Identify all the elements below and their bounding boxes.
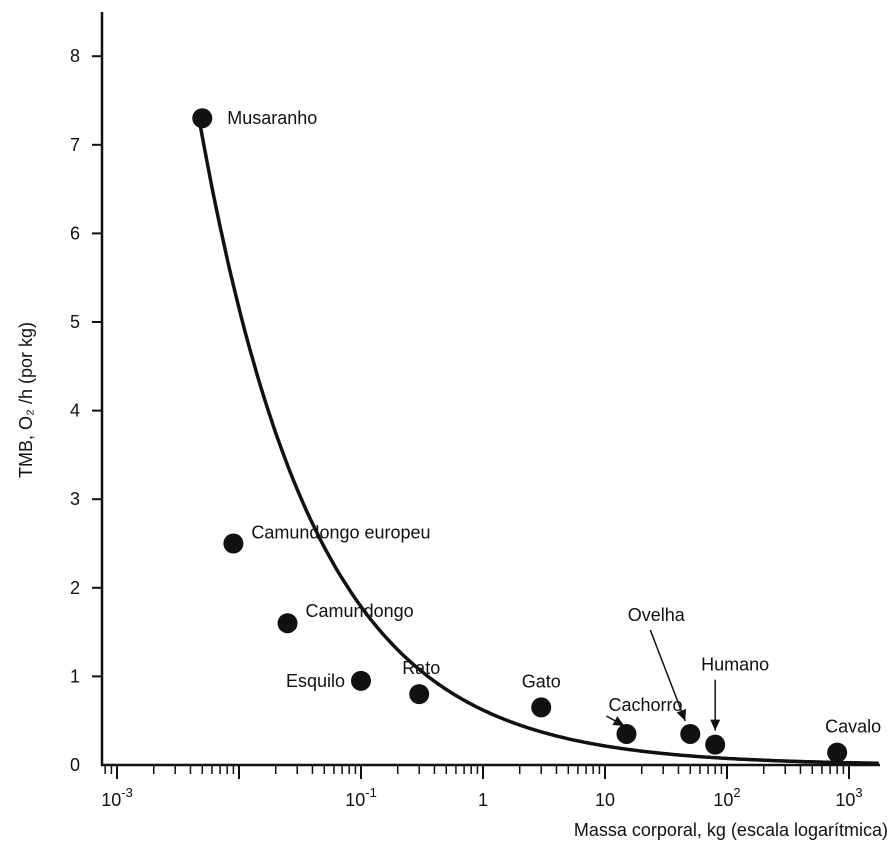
y-tick-label: 8 xyxy=(70,46,80,66)
pointer-arrow-head xyxy=(676,708,686,721)
data-point xyxy=(351,670,371,691)
y-tick-label: 2 xyxy=(70,578,80,598)
points-layer xyxy=(192,108,848,763)
y-tick-label: 0 xyxy=(70,755,80,775)
y-axis-title: TMB, O₂ /h (por kg) xyxy=(16,322,36,478)
data-point xyxy=(409,684,430,705)
y-tick-label: 7 xyxy=(70,135,80,155)
point-label: Gato xyxy=(522,671,561,691)
x-tick-label-base: 1 xyxy=(478,790,488,810)
curve-layer xyxy=(198,124,879,765)
y-tick-label: 4 xyxy=(70,401,80,421)
x-tick-label-exponent: 2 xyxy=(733,785,740,800)
x-tick-label: 10-3 xyxy=(101,785,133,810)
y-tick-label: 3 xyxy=(70,489,80,509)
point-label: Rato xyxy=(402,658,440,678)
data-point xyxy=(277,613,298,634)
data-point xyxy=(827,742,848,763)
x-tick-label: 10-1 xyxy=(345,785,377,810)
data-point xyxy=(223,533,244,554)
labels-layer: Musaranho Camundongo europeu Camundongo Esq… xyxy=(227,108,881,736)
x-tick-label: 103 xyxy=(835,785,862,810)
data-point xyxy=(616,723,637,744)
pointer-arrow-head xyxy=(612,716,625,726)
x-tick-label: 10 xyxy=(595,790,615,810)
point-label: Camundongo europeu xyxy=(251,523,430,543)
x-tick-label-exponent: -1 xyxy=(365,785,377,800)
x-tick-label-base: 10 xyxy=(713,790,733,810)
fit-curve xyxy=(198,124,879,765)
y-tick-label: 1 xyxy=(70,666,80,686)
x-axis-title: Massa corporal, kg (escala logarítmica) xyxy=(574,820,888,840)
data-point xyxy=(531,697,552,718)
x-tick-label: 1 xyxy=(478,790,488,810)
data-point xyxy=(680,723,701,744)
y-tick-label: 6 xyxy=(70,223,80,243)
point-label: Humano xyxy=(701,655,769,675)
x-tick-label-base: 10 xyxy=(345,790,365,810)
point-label: Cavalo xyxy=(825,717,881,737)
point-label: Cachorro xyxy=(608,695,682,715)
x-tick-label-exponent: 3 xyxy=(855,785,862,800)
x-tick-label-exponent: -3 xyxy=(121,785,133,800)
x-tick-label-base: 10 xyxy=(595,790,615,810)
data-point xyxy=(705,734,726,755)
point-label: Camundongo xyxy=(306,601,414,621)
pointer-arrow-line xyxy=(649,629,686,722)
x-tick-label-base: 10 xyxy=(101,790,121,810)
point-label: Esquilo xyxy=(286,671,345,691)
point-label: Musaranho xyxy=(227,108,317,128)
data-point xyxy=(192,108,213,129)
pointer-arrow-head xyxy=(710,719,721,731)
x-tick-label-base: 10 xyxy=(835,790,855,810)
y-tick-label: 5 xyxy=(70,312,80,332)
point-label: Ovelha xyxy=(628,605,686,625)
x-tick-label: 102 xyxy=(713,785,740,810)
